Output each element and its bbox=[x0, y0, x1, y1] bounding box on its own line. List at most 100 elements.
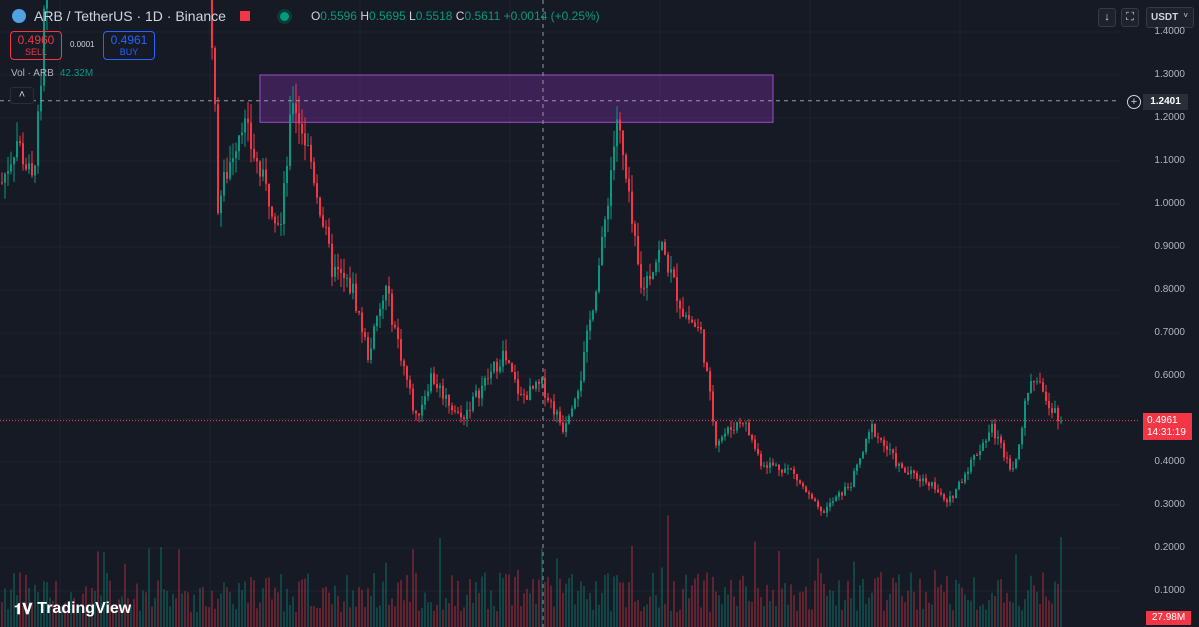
candle-body bbox=[652, 272, 654, 280]
candle-body bbox=[562, 422, 564, 433]
volume-bar bbox=[871, 592, 873, 627]
candle-body bbox=[1003, 442, 1005, 458]
volume-bar bbox=[556, 558, 558, 627]
candle-body bbox=[844, 486, 846, 496]
candle-body bbox=[418, 413, 420, 416]
volume-bar bbox=[13, 573, 15, 627]
candle-body bbox=[466, 409, 468, 420]
volume-bar bbox=[622, 582, 624, 627]
volume-bar bbox=[787, 604, 789, 627]
volume-bar bbox=[844, 599, 846, 627]
candle-body bbox=[1, 182, 3, 184]
tradingview-logo[interactable]: 𝟏𝐕 TradingView bbox=[14, 600, 132, 618]
candle-body bbox=[292, 103, 294, 115]
volume-bar bbox=[823, 584, 825, 627]
candle-body bbox=[34, 165, 36, 176]
candle-body bbox=[1024, 400, 1026, 428]
volume-bar bbox=[544, 581, 546, 627]
volume-bar bbox=[154, 597, 156, 627]
volume-bar bbox=[67, 611, 69, 627]
price-axis-tick: 1.1000 bbox=[1154, 155, 1185, 166]
candle-body bbox=[574, 398, 576, 409]
volume-bar bbox=[199, 588, 201, 627]
candle-body bbox=[529, 386, 531, 400]
volume-bar bbox=[691, 585, 693, 627]
candle-body bbox=[37, 111, 39, 166]
candle-body bbox=[379, 308, 381, 317]
volume-bar bbox=[1000, 579, 1002, 627]
candle-body bbox=[16, 141, 18, 158]
volume-bar bbox=[325, 586, 327, 627]
candle-body bbox=[1012, 468, 1014, 470]
collapse-legend-button[interactable]: ˄ bbox=[10, 87, 34, 104]
candle-body bbox=[589, 319, 591, 331]
volume-bar bbox=[163, 589, 165, 627]
volume-bar bbox=[214, 608, 216, 627]
candle-body bbox=[478, 390, 480, 399]
volume-bar bbox=[448, 603, 450, 627]
candle-body bbox=[922, 478, 924, 482]
volume-bar bbox=[709, 611, 711, 627]
volume-bar bbox=[586, 598, 588, 627]
candle-body bbox=[349, 277, 351, 293]
candle-body bbox=[919, 478, 921, 482]
volume-bar bbox=[952, 610, 954, 627]
volume-bar bbox=[526, 588, 528, 627]
volume-bar bbox=[1045, 596, 1047, 627]
candle-body bbox=[787, 468, 789, 470]
volume-bar bbox=[733, 596, 735, 627]
fullscreen-icon[interactable]: ⛶ bbox=[1121, 8, 1139, 27]
volume-bar bbox=[964, 594, 966, 627]
volume-bar bbox=[937, 587, 939, 627]
volume-bar bbox=[358, 587, 360, 627]
volume-bar bbox=[694, 578, 696, 627]
add-alert-icon[interactable]: + bbox=[1127, 95, 1141, 109]
candle-body bbox=[655, 262, 657, 273]
volume-bar bbox=[136, 583, 138, 627]
candle-body bbox=[475, 390, 477, 397]
volume-bar bbox=[748, 600, 750, 627]
candle-body bbox=[493, 361, 495, 372]
flag-icon[interactable] bbox=[239, 11, 250, 21]
candle-body bbox=[895, 453, 897, 467]
currency-select[interactable]: USDT ˅ bbox=[1146, 7, 1194, 28]
volume-bar bbox=[625, 607, 627, 627]
volume-bar bbox=[574, 604, 576, 627]
candle-body bbox=[343, 272, 345, 278]
candle-body bbox=[382, 300, 384, 309]
candle-body bbox=[514, 372, 516, 380]
volume-bar bbox=[568, 578, 570, 627]
volume-bar bbox=[232, 603, 234, 627]
volume-bar bbox=[559, 578, 561, 627]
volume-bar bbox=[853, 561, 855, 627]
download-icon[interactable]: ↓ bbox=[1098, 8, 1116, 27]
candle-body bbox=[307, 144, 309, 146]
candle-body bbox=[598, 265, 600, 292]
volume-bar bbox=[865, 603, 867, 627]
volume-bar bbox=[535, 603, 537, 627]
volume-bar bbox=[106, 573, 108, 627]
buy-button[interactable]: 0.4961 BUY bbox=[103, 31, 155, 60]
volume-bar bbox=[490, 590, 492, 627]
volume-bar bbox=[451, 575, 453, 627]
volume-bar bbox=[541, 548, 543, 627]
symbol-title[interactable]: ARB / TetherUS · 1D · Binance bbox=[34, 8, 226, 24]
candle-body bbox=[361, 312, 363, 333]
candle-body bbox=[1060, 420, 1062, 422]
volume-bar bbox=[532, 579, 534, 627]
volume-bar bbox=[1030, 575, 1032, 627]
candle-body bbox=[625, 154, 627, 179]
candle-body bbox=[1006, 457, 1008, 459]
volume-bar bbox=[223, 582, 225, 627]
price-axis-tick: 0.1000 bbox=[1154, 585, 1185, 596]
candle-body bbox=[13, 157, 15, 165]
volume-bar bbox=[886, 599, 888, 627]
candle-body bbox=[613, 146, 615, 171]
volume-bar bbox=[898, 574, 900, 627]
symbol-header: ARB / TetherUS · 1D · Binance O0.5596 H0… bbox=[12, 8, 600, 24]
sell-button[interactable]: 0.4960 SELL bbox=[10, 31, 62, 60]
volume-bar bbox=[76, 605, 78, 627]
volume-bar bbox=[79, 607, 81, 627]
candle-body bbox=[274, 216, 276, 224]
